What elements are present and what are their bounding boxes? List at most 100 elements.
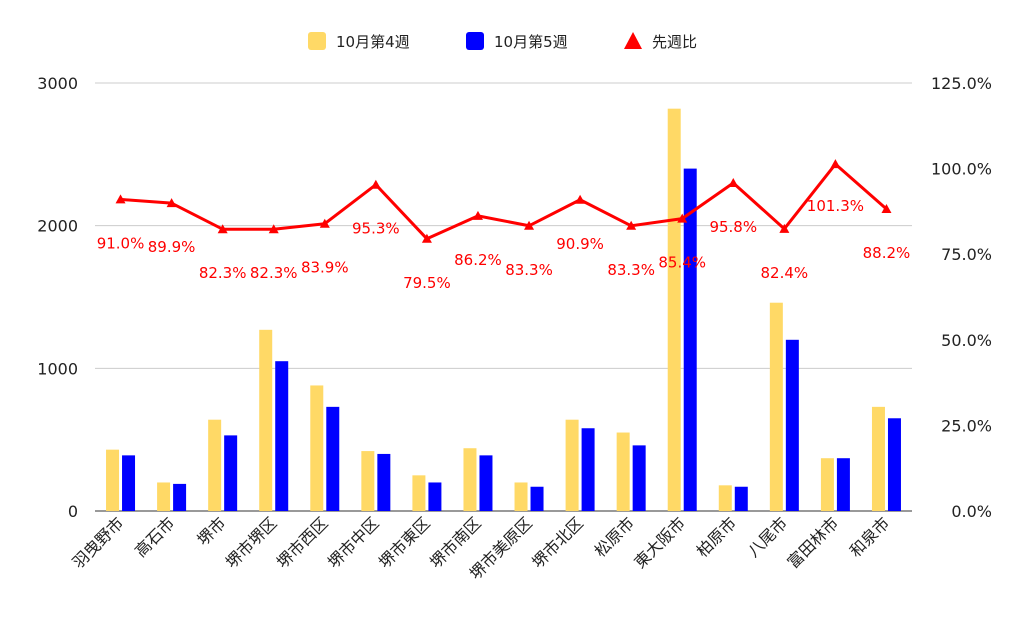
bar-week4: [310, 385, 324, 511]
x-category-label: 松原市: [591, 513, 638, 560]
legend-item-ratio-label: 先週比: [652, 33, 697, 51]
bar-week5: [479, 455, 493, 511]
bar-week5: [734, 486, 748, 511]
bar-week5: [530, 486, 544, 511]
ratio-line-series: 91.0% 89.9%82.3% 82.3% 83.9%95.3%79.5%86.2%…: [97, 159, 911, 292]
bar-week4: [769, 302, 783, 511]
ratio-data-label: 86.2%: [454, 251, 502, 269]
x-category-label: 堺市北区: [528, 513, 587, 572]
x-category-label: 堺市: [193, 513, 229, 549]
bar-week4: [871, 406, 885, 511]
ratio-marker: [319, 218, 330, 228]
legend-item-week5-label: 10月第5週: [494, 33, 568, 51]
ratio-marker: [626, 220, 637, 230]
ratio-data-label: 79.5%: [403, 274, 451, 292]
ratio-marker: [115, 194, 126, 204]
ratio-marker: [830, 159, 841, 169]
y-left-tick-label: 1000: [37, 359, 78, 378]
ratio-data-label: 91.0%: [97, 234, 145, 252]
legend-item-week4-swatch: [308, 32, 326, 50]
bar-week5: [581, 428, 595, 511]
x-category-label: 堺市東区: [375, 513, 434, 572]
x-category-label: 堺市西区: [273, 513, 332, 572]
bar-series: [106, 108, 901, 512]
bar-week4: [361, 451, 375, 511]
bar-week5: [224, 435, 238, 511]
bar-week4: [157, 482, 171, 511]
ratio-data-label: 88.2%: [863, 244, 911, 262]
bar-week5: [275, 361, 289, 511]
legend: 10月第4週 10月第5週 先週比: [308, 32, 697, 51]
ratio-marker: [268, 224, 279, 234]
ratio-data-label: 82.4%: [761, 264, 809, 282]
y-right-tick-label: 0.0%: [951, 502, 992, 521]
bar-week5: [122, 455, 136, 511]
y-right-tick-label: 100.0%: [931, 160, 992, 179]
bar-week5: [887, 418, 901, 511]
y-left-tick-label: 2000: [37, 217, 78, 236]
bar-week4: [412, 475, 426, 511]
legend-item-ratio-swatch: [624, 32, 642, 49]
bar-week4: [718, 485, 732, 511]
ratio-data-label: 95.3%: [352, 220, 400, 238]
x-category-label: 富田林市: [784, 513, 843, 572]
ratio-data-label: 82.3%: [199, 264, 247, 282]
ratio-marker: [728, 177, 739, 187]
x-category-label: 和泉市: [846, 513, 893, 560]
ratio-data-label: 95.8%: [709, 218, 757, 236]
ratio-marker: [881, 204, 892, 214]
ratio-marker: [166, 198, 177, 208]
ratio-marker: [779, 223, 790, 233]
y-right-tick-label: 50.0%: [941, 331, 992, 350]
bar-week4: [463, 448, 477, 511]
x-category-label: 高石市: [131, 513, 178, 560]
bar-week4: [106, 449, 120, 511]
y-right-tick-label: 125.0%: [931, 74, 992, 93]
ratio-data-label: 83.3%: [505, 261, 553, 279]
x-category-label: 東大阪市: [630, 513, 689, 572]
ratio-marker: [524, 220, 535, 230]
legend-item-week5-swatch: [466, 32, 484, 50]
y-right-tick-label: 75.0%: [941, 245, 992, 264]
bar-week5: [173, 483, 187, 511]
ratio-marker: [677, 213, 688, 223]
bar-week4: [616, 432, 630, 511]
ratio-marker: [217, 224, 228, 234]
bar-week4: [565, 419, 579, 511]
ratio-data-label: 83.3%: [607, 261, 655, 279]
bar-week5: [683, 168, 697, 511]
y-left-tick-label: 3000: [37, 74, 78, 93]
x-category-label: 柏原市: [693, 513, 740, 560]
ratio-line: [120, 162, 888, 241]
ratio-marker: [421, 233, 432, 243]
bar-week4: [259, 329, 273, 511]
x-category-label: 羽曳野市: [69, 513, 128, 572]
bar-week5: [632, 445, 646, 511]
ratio-data-label: 90.9%: [556, 235, 604, 253]
bar-week4: [667, 108, 681, 512]
x-category-label: 八尾市: [744, 513, 791, 560]
x-category-label: 堺市堺区: [222, 513, 281, 572]
ratio-data-label: 89.9%: [148, 238, 196, 256]
legend-item-week4-label: 10月第4週: [336, 33, 410, 51]
bar-week4: [208, 419, 222, 511]
bar-week5: [326, 406, 340, 511]
bar-week5: [428, 482, 442, 511]
ratio-data-label: 101.3%: [807, 197, 864, 215]
bar-week4: [514, 482, 528, 511]
y-left-tick-label: 0: [68, 502, 78, 521]
bar-week5: [836, 458, 850, 511]
ratio-data-label: 82.3%: [250, 264, 298, 282]
ratio-data-label: 85.4%: [658, 254, 706, 272]
y-right-tick-label: 25.0%: [941, 416, 992, 435]
x-category-label: 堺市中区: [324, 513, 383, 572]
bar-week5: [377, 453, 391, 511]
ratio-marker: [370, 179, 381, 189]
ratio-marker: [575, 194, 586, 204]
bar-week5: [785, 339, 799, 511]
ratio-data-label: 83.9%: [301, 259, 349, 277]
bar-week4: [820, 458, 834, 511]
ratio-marker: [472, 210, 483, 220]
